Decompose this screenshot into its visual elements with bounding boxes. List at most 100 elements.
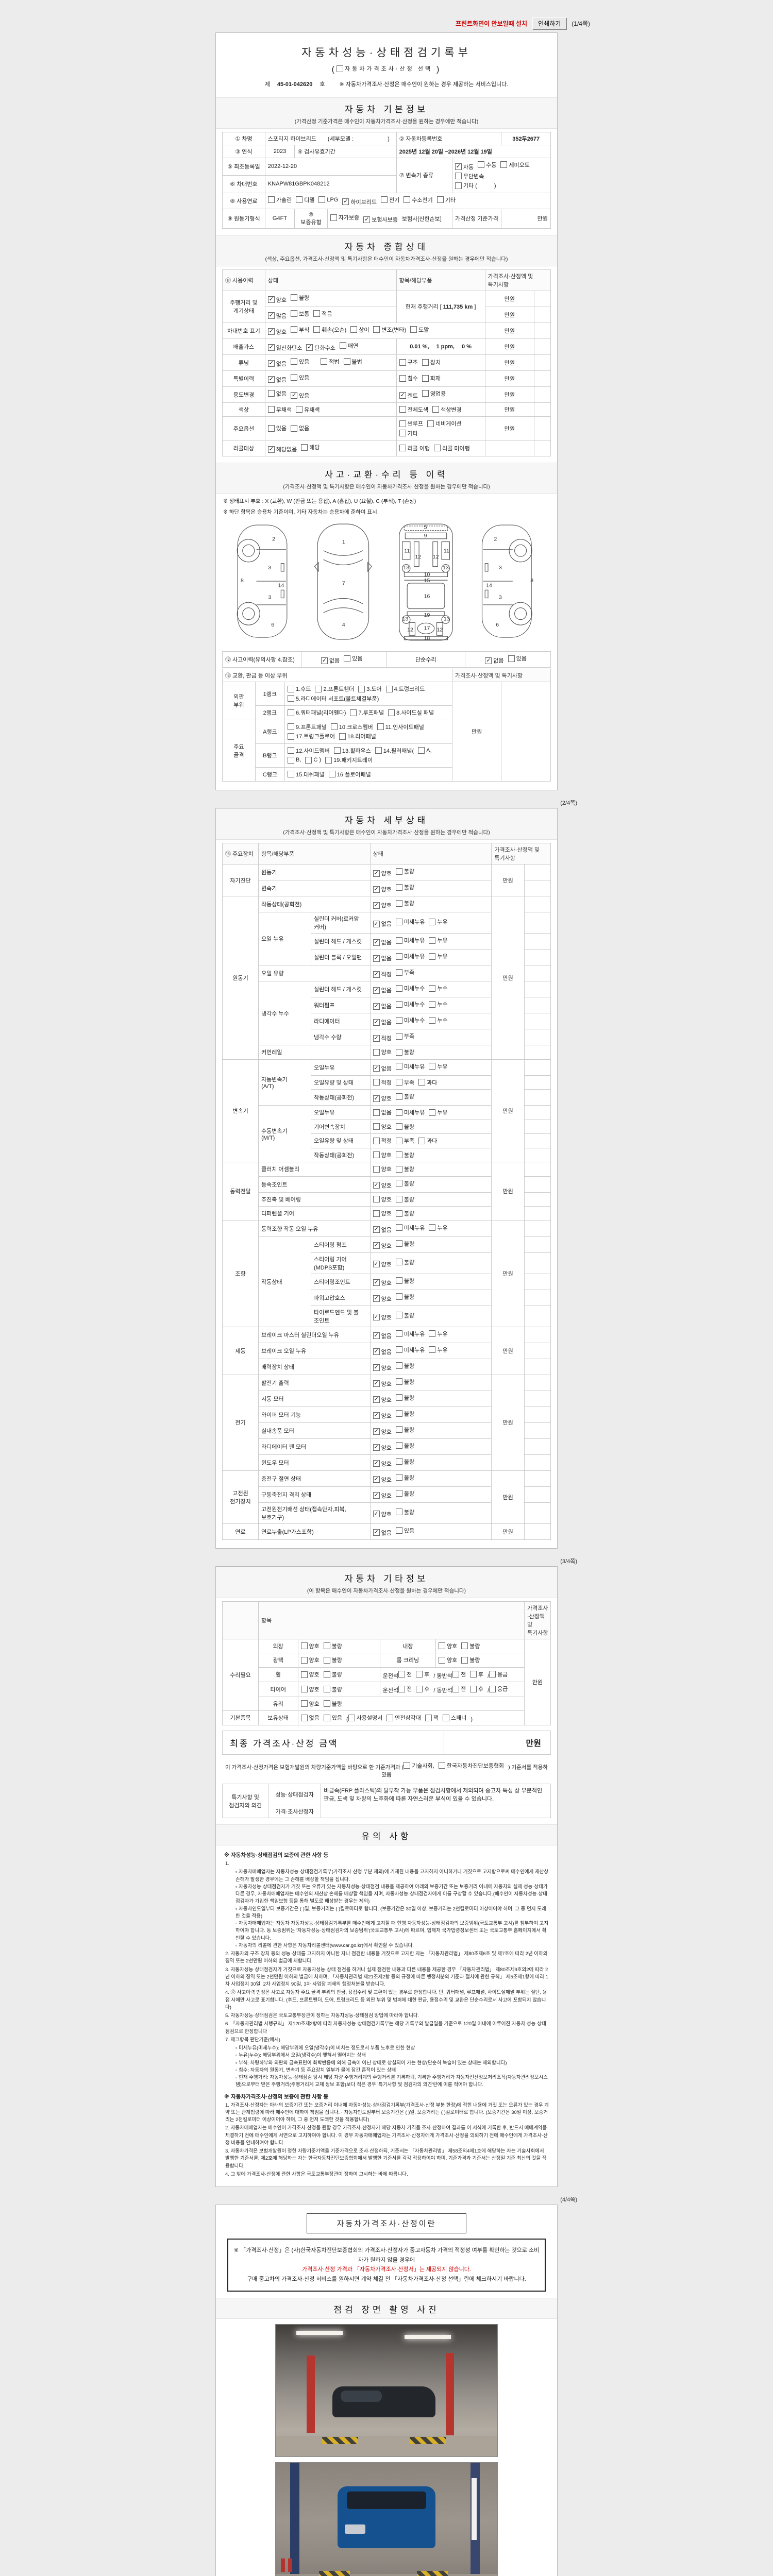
checkbox[interactable]: 리콜 이행 — [399, 444, 430, 452]
checked-box-icon[interactable]: ✓ — [321, 657, 328, 664]
checkbox[interactable]: ✓ 보험사보증 — [363, 215, 398, 224]
checkbox[interactable]: 수소전기 — [404, 196, 433, 204]
checkbox[interactable]: 미세누유 — [395, 952, 425, 960]
checked-box-icon[interactable]: ✓ — [373, 1444, 380, 1451]
checkbox[interactable]: ✓ 양호 — [373, 1492, 392, 1500]
checkbox[interactable]: 적정 — [373, 1137, 392, 1145]
checkbox[interactable]: 18.리어패널 — [339, 732, 376, 740]
unchecked-box-icon[interactable] — [330, 723, 338, 730]
checked-box-icon[interactable]: ✓ — [267, 344, 275, 351]
unchecked-box-icon[interactable] — [461, 1642, 468, 1649]
unchecked-box-icon[interactable] — [388, 709, 395, 716]
checked-box-icon[interactable]: ✓ — [373, 1019, 380, 1026]
unchecked-box-icon[interactable] — [288, 723, 295, 730]
unchecked-box-icon[interactable] — [350, 709, 357, 716]
checkbox[interactable]: 구조 — [399, 358, 418, 366]
checkbox[interactable]: 적음 — [313, 310, 332, 318]
checkbox[interactable]: 없음 — [300, 1714, 320, 1722]
unchecked-box-icon[interactable] — [399, 406, 406, 413]
unchecked-box-icon[interactable] — [313, 326, 321, 333]
unchecked-box-icon[interactable] — [395, 1151, 402, 1158]
checkbox[interactable]: ✓ 없음 — [373, 986, 392, 994]
checked-box-icon[interactable]: ✓ — [373, 1364, 380, 1371]
unchecked-box-icon[interactable] — [373, 1079, 380, 1086]
checkbox[interactable]: 양호 — [373, 1165, 392, 1173]
checkbox[interactable]: ✓ 적정 — [373, 970, 392, 978]
checkbox[interactable]: ✓ 양호 — [373, 869, 392, 877]
checkbox[interactable]: 양호 — [439, 1656, 457, 1664]
unchecked-box-icon[interactable] — [301, 444, 308, 451]
unchecked-box-icon[interactable] — [410, 326, 417, 333]
unchecked-box-icon[interactable] — [288, 685, 295, 692]
checkbox[interactable]: ✓ 없음 — [373, 1332, 392, 1340]
checked-box-icon[interactable]: ✓ — [267, 312, 275, 319]
unchecked-box-icon[interactable] — [478, 161, 485, 168]
checked-box-icon[interactable]: ✓ — [342, 198, 349, 205]
unchecked-box-icon[interactable] — [267, 425, 275, 432]
unchecked-box-icon[interactable] — [395, 884, 402, 891]
checkbox[interactable]: ✓ 없음 — [373, 954, 392, 962]
unchecked-box-icon[interactable] — [438, 1762, 445, 1769]
checkbox[interactable]: 무채색 — [267, 405, 292, 414]
unchecked-box-icon[interactable] — [381, 196, 388, 203]
checkbox[interactable]: 수동 — [478, 161, 496, 169]
checkbox[interactable]: 누유 — [429, 1062, 448, 1071]
checkbox[interactable]: ✓ 양호 — [373, 1242, 392, 1250]
unchecked-box-icon[interactable] — [436, 196, 444, 203]
unchecked-box-icon[interactable] — [395, 1312, 402, 1318]
checkbox[interactable]: 기타 — [436, 196, 456, 204]
unchecked-box-icon[interactable] — [373, 1123, 380, 1130]
unchecked-box-icon[interactable] — [348, 1714, 355, 1721]
checkbox[interactable]: ✓ 양호 — [267, 328, 287, 336]
checked-box-icon[interactable]: ✓ — [373, 1295, 380, 1302]
unchecked-box-icon[interactable] — [395, 1458, 402, 1465]
unchecked-box-icon[interactable] — [398, 1685, 406, 1692]
checkbox[interactable]: 19.패키지트레이 — [325, 756, 373, 764]
checkbox[interactable]: 양호 — [300, 1642, 320, 1650]
checkbox[interactable]: 훼손(오손) — [313, 326, 346, 334]
checkbox[interactable]: 누유 — [429, 936, 448, 944]
checkbox[interactable]: 자가보증 — [330, 213, 359, 222]
checkbox[interactable]: 5.라디에이터 서포트(볼트체결부품) — [288, 694, 379, 703]
checked-box-icon[interactable]: ✓ — [267, 376, 275, 383]
unchecked-box-icon[interactable] — [461, 1656, 468, 1664]
unchecked-box-icon[interactable] — [395, 918, 402, 925]
unchecked-box-icon[interactable] — [296, 406, 303, 413]
checkbox[interactable]: 불량 — [395, 1426, 414, 1434]
unchecked-box-icon[interactable] — [296, 196, 303, 203]
unchecked-box-icon[interactable] — [399, 445, 406, 452]
checked-box-icon[interactable]: ✓ — [267, 446, 275, 453]
checkbox[interactable]: 후 — [469, 1670, 483, 1679]
checkbox[interactable]: 누유 — [429, 952, 448, 960]
checkbox[interactable]: 15.대쉬패널 — [288, 770, 325, 778]
checkbox[interactable]: 불량 — [395, 1092, 414, 1100]
unchecked-box-icon[interactable] — [455, 182, 462, 189]
checked-box-icon[interactable]: ✓ — [373, 939, 380, 946]
unchecked-box-icon[interactable] — [427, 420, 434, 427]
checkbox[interactable]: 불량 — [395, 1311, 414, 1319]
checkbox[interactable]: 13.휠하우스 — [333, 747, 371, 755]
unchecked-box-icon[interactable] — [385, 685, 393, 692]
checkbox[interactable]: 있음 — [344, 654, 362, 663]
unchecked-box-icon[interactable] — [330, 214, 337, 221]
checkbox[interactable]: 불량 — [395, 1179, 414, 1188]
checked-box-icon[interactable]: ✓ — [373, 1380, 380, 1387]
checkbox[interactable]: 미세누유 — [395, 1330, 425, 1338]
unchecked-box-icon[interactable] — [288, 771, 295, 777]
checkbox[interactable]: ✓ 해당없음 — [267, 445, 297, 453]
checkbox[interactable]: 16.플로어패널 — [328, 770, 371, 778]
checkbox[interactable]: ✓ 없음 — [373, 1529, 392, 1537]
checkbox[interactable]: 불량 — [395, 1489, 414, 1498]
unchecked-box-icon[interactable] — [339, 733, 346, 740]
checkbox[interactable]: LPG — [318, 196, 338, 203]
checkbox[interactable]: ✓ 양호 — [373, 1295, 392, 1303]
checkbox[interactable]: 17.트렁크플로어 — [288, 732, 335, 740]
checkbox[interactable]: 과다 — [418, 1078, 437, 1087]
checkbox[interactable]: 양호 — [373, 1123, 392, 1131]
checkbox[interactable]: 응급 — [489, 1685, 508, 1693]
unchecked-box-icon[interactable] — [508, 655, 515, 662]
checkbox[interactable]: 불량 — [323, 1642, 342, 1650]
unchecked-box-icon[interactable] — [395, 1527, 402, 1534]
checked-box-icon[interactable]: ✓ — [267, 360, 275, 367]
unchecked-box-icon[interactable] — [333, 747, 341, 754]
